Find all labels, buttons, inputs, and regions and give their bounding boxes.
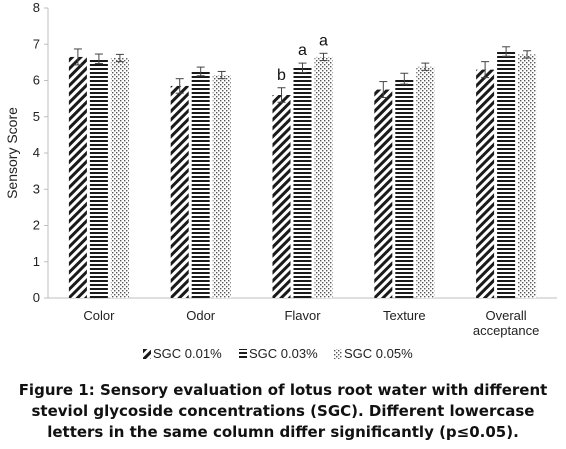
- x-tick-label: Color: [83, 308, 115, 323]
- bar-diagonal: [272, 95, 291, 298]
- legend-swatch-dots: [334, 349, 342, 359]
- y-tick-label: 3: [33, 181, 40, 196]
- bar-horizontal: [191, 71, 210, 298]
- bar-diagonal: [68, 56, 87, 298]
- legend-label: SGC 0.01%: [153, 346, 222, 361]
- y-tick-label: 4: [33, 145, 40, 160]
- legend-swatch-horizontal: [239, 349, 247, 359]
- x-tick-label: Texture: [383, 308, 426, 323]
- significance-letter: b: [277, 67, 286, 84]
- bar-horizontal: [293, 67, 312, 298]
- x-tick-label: acceptance: [473, 323, 540, 338]
- bar-dots: [518, 54, 537, 299]
- bar-dots: [314, 56, 333, 298]
- significance-letter: a: [298, 42, 307, 59]
- bar-horizontal: [395, 78, 414, 298]
- x-tick-label: Flavor: [284, 308, 321, 323]
- y-tick-label: 5: [33, 109, 40, 124]
- caption-line-2: steviol glycoside concentrations (SGC). …: [31, 402, 535, 420]
- x-tick-label: Odor: [186, 308, 216, 323]
- y-tick-label: 0: [33, 290, 40, 305]
- y-tick-label: 1: [33, 254, 40, 269]
- bar-diagonal: [374, 89, 393, 298]
- caption-line-3: letters in the same column differ signif…: [47, 423, 519, 441]
- legend-swatch-diagonal: [143, 349, 151, 359]
- legend-label: SGC 0.03%: [249, 346, 318, 361]
- bar-dots: [212, 75, 231, 298]
- y-tick-label: 6: [33, 73, 40, 88]
- y-tick-label: 8: [33, 0, 40, 15]
- x-tick-label: Overall: [486, 308, 527, 323]
- figure-caption: Figure 1: Sensory evaluation of lotus ro…: [0, 380, 566, 443]
- bar-horizontal: [497, 51, 516, 298]
- legend-label: SGC 0.05%: [344, 346, 413, 361]
- bar-horizontal: [89, 58, 108, 298]
- caption-line-1: Figure 1: Sensory evaluation of lotus ro…: [18, 381, 548, 399]
- y-tick-label: 2: [33, 218, 40, 233]
- y-axis-label: Sensory Score: [4, 107, 20, 199]
- bar-diagonal: [170, 85, 189, 298]
- bar-dots: [110, 58, 129, 299]
- bar-dots: [416, 66, 435, 298]
- bar-diagonal: [476, 69, 495, 298]
- significance-letter: a: [319, 32, 328, 49]
- y-tick-label: 7: [33, 36, 40, 51]
